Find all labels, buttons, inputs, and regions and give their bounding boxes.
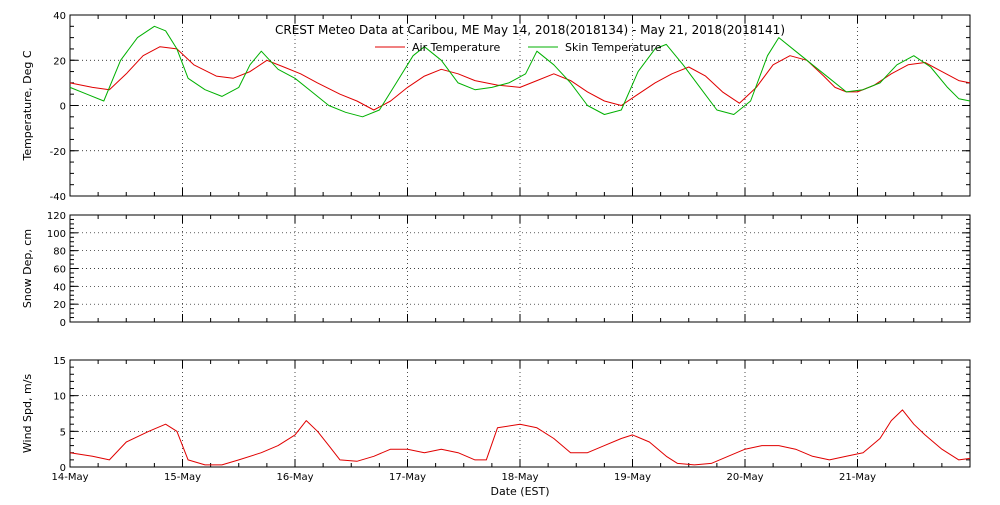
chart-panels: -40 -20 0 20 40 Temperature, Deg C Air Tempera… — [21, 11, 971, 483]
y-axis-title: Wind Spd, m/s — [21, 374, 34, 454]
plot-frame — [69, 14, 971, 197]
air-temperature-line — [69, 46, 971, 111]
x-tick-label: 14-May — [51, 472, 88, 483]
y-tick-label: 100 — [47, 229, 66, 240]
plot-frame — [69, 214, 971, 323]
wind-speed-line — [69, 409, 971, 466]
y-tick-label: -40 — [50, 192, 66, 203]
y-tick-label: 60 — [53, 265, 66, 276]
x-tick-label: 20-May — [726, 472, 763, 483]
y-tick-label: 80 — [53, 247, 66, 258]
y-tick-label: -20 — [50, 147, 66, 158]
skin-temperature-line — [69, 25, 971, 118]
y-tick-label: 10 — [53, 392, 66, 403]
y-tick-label: 5 — [60, 427, 66, 438]
x-tick-label: 18-May — [501, 472, 538, 483]
y-tick-label: 120 — [47, 211, 66, 222]
y-axis-title: Temperature, Deg C — [21, 50, 34, 161]
y-tick-label: 20 — [53, 56, 66, 67]
x-tick-label: 16-May — [276, 472, 313, 483]
wind-panel: 0 5 10 15 Wind Spd, m/s — [21, 356, 971, 474]
y-tick-label: 40 — [53, 11, 66, 22]
y-tick-label: 20 — [53, 300, 66, 311]
legend-label: Air Temperature — [412, 41, 501, 54]
snow-panel: 0 20 40 60 80 100 120 Snow Dep, cm — [21, 211, 971, 329]
y-tick-label: 40 — [53, 282, 66, 293]
x-tick-label: 21-May — [839, 472, 876, 483]
y-tick-label: 0 — [60, 102, 66, 113]
x-tick-label: 19-May — [614, 472, 651, 483]
y-tick-label: 15 — [53, 356, 66, 367]
x-tick-label: 15-May — [164, 472, 201, 483]
legend: Air Temperature Skin Temperature — [375, 41, 662, 54]
legend-label: Skin Temperature — [565, 41, 662, 54]
x-tick-label: 17-May — [389, 472, 426, 483]
temperature-panel: -40 -20 0 20 40 Temperature, Deg C Air Tempera… — [21, 11, 971, 203]
y-axis-title: Snow Dep, cm — [21, 229, 34, 308]
chart-title: CREST Meteo Data at Caribou, ME May 14, … — [275, 23, 785, 37]
x-axis-title: Date (EST) — [490, 485, 549, 498]
y-tick-label: 0 — [60, 463, 66, 474]
y-tick-label: 0 — [60, 318, 66, 329]
plot-frame — [69, 359, 971, 468]
